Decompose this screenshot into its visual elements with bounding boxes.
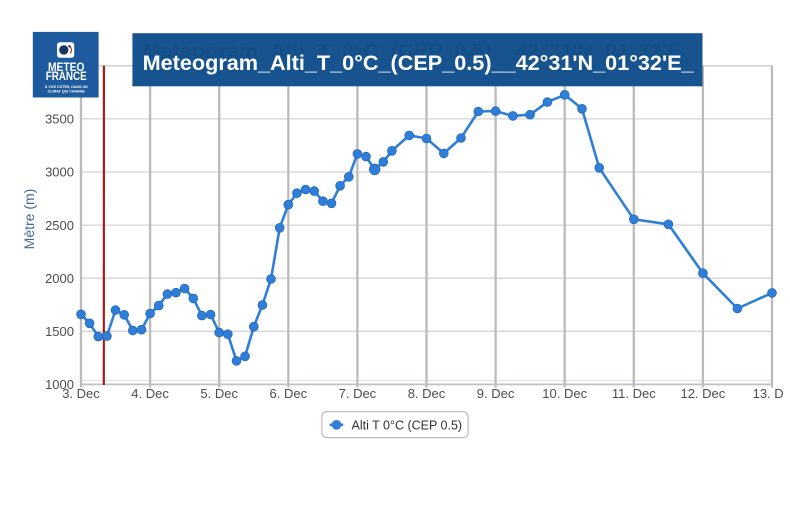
- svg-text:3000: 3000: [45, 165, 74, 180]
- svg-text:8. Dec: 8. Dec: [408, 386, 446, 401]
- svg-text:7. Dec: 7. Dec: [339, 386, 377, 401]
- svg-text:10. Dec: 10. Dec: [542, 386, 587, 401]
- svg-text:3500: 3500: [45, 112, 74, 127]
- svg-text:Mètre (m): Mètre (m): [21, 189, 37, 250]
- svg-text:Alti T 0°C (CEP 0.5): Alti T 0°C (CEP 0.5): [352, 418, 463, 432]
- svg-text:2500: 2500: [45, 218, 74, 233]
- svg-text:9. Dec: 9. Dec: [477, 386, 515, 401]
- svg-text:6. Dec: 6. Dec: [270, 386, 308, 401]
- svg-text:5. Dec: 5. Dec: [200, 386, 238, 401]
- svg-text:CLIMAT QUI CHANGE: CLIMAT QUI CHANGE: [48, 90, 86, 94]
- svg-text:FRANCE: FRANCE: [46, 69, 87, 83]
- svg-text:12. Dec: 12. Dec: [680, 386, 725, 401]
- svg-text:4. Dec: 4. Dec: [131, 386, 169, 401]
- svg-text:2000: 2000: [45, 271, 74, 286]
- svg-text:1500: 1500: [45, 324, 74, 339]
- svg-text:Meteogram_Alti_T_0°C_(CEP_0.5): Meteogram_Alti_T_0°C_(CEP_0.5)__42°31'N_…: [143, 52, 694, 75]
- svg-text:3. Dec: 3. Dec: [62, 386, 100, 401]
- svg-text:13. D: 13. D: [753, 386, 784, 401]
- svg-text:11. Dec: 11. Dec: [612, 386, 656, 401]
- svg-text:À VOS CÔTÉS, DANS UN: À VOS CÔTÉS, DANS UN: [45, 84, 88, 89]
